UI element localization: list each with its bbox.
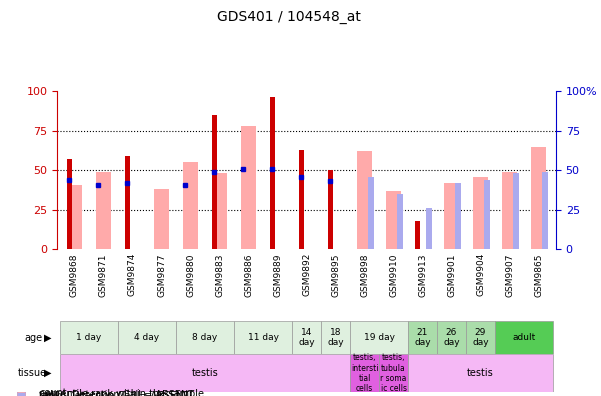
Text: GSM9883: GSM9883 — [215, 253, 224, 297]
Bar — [397, 194, 403, 249]
Bar — [542, 172, 548, 249]
Bar — [299, 150, 304, 249]
Bar — [350, 321, 408, 354]
Text: 26
day: 26 day — [443, 328, 460, 347]
Text: GSM9898: GSM9898 — [360, 253, 369, 297]
Text: age: age — [24, 333, 42, 343]
Text: GSM9895: GSM9895 — [331, 253, 340, 297]
Bar — [408, 321, 437, 354]
Bar — [212, 115, 217, 249]
Bar — [118, 321, 176, 354]
Text: GSM9889: GSM9889 — [273, 253, 282, 297]
Text: testis: testis — [192, 368, 218, 378]
Text: testis: testis — [467, 368, 494, 378]
Bar — [502, 172, 517, 249]
Bar — [60, 321, 118, 354]
Text: GSM9910: GSM9910 — [389, 253, 398, 297]
Text: 29
day: 29 day — [472, 328, 489, 347]
Bar — [472, 177, 489, 249]
Bar — [531, 147, 546, 249]
Text: 19 day: 19 day — [364, 333, 394, 342]
Bar — [67, 185, 82, 249]
Text: 1 day: 1 day — [76, 333, 102, 342]
Text: rank, Detection Call = ABSENT: rank, Detection Call = ABSENT — [39, 391, 189, 396]
Bar — [292, 321, 321, 354]
Bar — [456, 183, 460, 249]
Text: GSM9913: GSM9913 — [418, 253, 427, 297]
Text: GSM9901: GSM9901 — [447, 253, 456, 297]
Bar — [484, 180, 489, 249]
Bar — [426, 208, 432, 249]
Text: 18
day: 18 day — [327, 328, 344, 347]
Text: value, Detection Call = ABSENT: value, Detection Call = ABSENT — [39, 390, 194, 396]
Bar — [60, 354, 350, 392]
Text: ▶: ▶ — [44, 333, 51, 343]
Bar — [212, 173, 228, 249]
Text: 21
day: 21 day — [414, 328, 431, 347]
Text: GSM9880: GSM9880 — [186, 253, 195, 297]
Bar — [356, 151, 373, 249]
Bar — [153, 189, 169, 249]
Text: GSM9871: GSM9871 — [99, 253, 108, 297]
Bar — [368, 177, 373, 249]
Bar — [385, 191, 401, 249]
Bar — [96, 172, 111, 249]
Bar — [328, 170, 333, 249]
Bar — [270, 97, 275, 249]
Text: 14
day: 14 day — [298, 328, 315, 347]
Text: testis,
intersti
tial
cells: testis, intersti tial cells — [351, 353, 378, 393]
Text: GSM9877: GSM9877 — [157, 253, 166, 297]
Text: GSM9886: GSM9886 — [244, 253, 253, 297]
Bar — [466, 321, 495, 354]
Bar — [437, 321, 466, 354]
Text: testis,
tubula
r soma
ic cells: testis, tubula r soma ic cells — [380, 353, 407, 393]
Bar — [240, 126, 257, 249]
Bar — [495, 321, 553, 354]
Bar — [234, 321, 292, 354]
Text: GSM9907: GSM9907 — [505, 253, 514, 297]
Text: GDS401 / 104548_at: GDS401 / 104548_at — [216, 10, 361, 24]
Text: 8 day: 8 day — [192, 333, 218, 342]
Text: tissue: tissue — [18, 368, 47, 378]
Text: 11 day: 11 day — [248, 333, 278, 342]
Text: GSM9904: GSM9904 — [476, 253, 485, 297]
Bar — [183, 162, 198, 249]
Bar — [513, 173, 519, 249]
Text: GSM9868: GSM9868 — [70, 253, 79, 297]
Text: 4 day: 4 day — [135, 333, 159, 342]
Text: GSM9892: GSM9892 — [302, 253, 311, 297]
Bar — [415, 221, 420, 249]
Text: ▶: ▶ — [44, 368, 51, 378]
Bar — [124, 156, 130, 249]
Text: GSM9874: GSM9874 — [128, 253, 137, 297]
Bar — [67, 159, 72, 249]
Bar — [444, 183, 460, 249]
Text: count: count — [39, 388, 67, 396]
Bar — [350, 354, 379, 392]
Text: adult: adult — [513, 333, 535, 342]
Bar — [321, 321, 350, 354]
Bar — [408, 354, 553, 392]
Bar — [379, 354, 408, 392]
Text: GSM9865: GSM9865 — [534, 253, 543, 297]
Text: percentile rank within the sample: percentile rank within the sample — [39, 389, 204, 396]
Bar — [176, 321, 234, 354]
